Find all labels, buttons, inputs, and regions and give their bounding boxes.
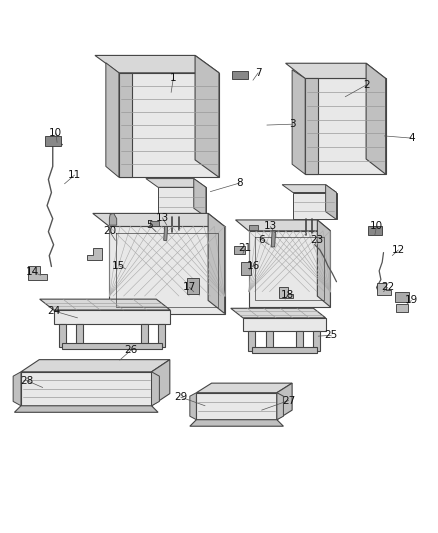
Polygon shape: [110, 213, 117, 225]
Polygon shape: [366, 63, 386, 174]
Polygon shape: [152, 360, 170, 406]
Polygon shape: [158, 325, 165, 347]
Polygon shape: [40, 299, 170, 310]
Text: 13: 13: [264, 221, 277, 231]
Polygon shape: [21, 360, 170, 372]
Polygon shape: [250, 225, 258, 230]
Text: 25: 25: [325, 330, 338, 340]
Text: 5: 5: [146, 220, 153, 230]
Polygon shape: [53, 310, 170, 325]
Text: 28: 28: [20, 376, 33, 385]
Polygon shape: [190, 393, 196, 419]
Text: 17: 17: [183, 282, 196, 293]
Polygon shape: [164, 227, 168, 240]
Polygon shape: [277, 383, 292, 419]
Text: 23: 23: [310, 235, 324, 245]
Polygon shape: [377, 283, 392, 295]
Text: 2: 2: [364, 79, 370, 90]
Polygon shape: [21, 372, 152, 406]
Polygon shape: [119, 73, 219, 177]
Polygon shape: [265, 331, 272, 351]
Polygon shape: [190, 419, 283, 426]
Polygon shape: [293, 192, 336, 220]
Polygon shape: [243, 318, 325, 331]
Polygon shape: [271, 231, 276, 247]
Polygon shape: [396, 304, 408, 312]
Polygon shape: [59, 325, 66, 347]
Text: 14: 14: [26, 266, 39, 277]
Polygon shape: [119, 73, 132, 177]
Polygon shape: [296, 331, 303, 351]
Polygon shape: [325, 184, 336, 220]
Polygon shape: [208, 213, 225, 313]
Polygon shape: [196, 393, 277, 419]
Text: 27: 27: [282, 395, 295, 406]
Text: 1: 1: [170, 74, 177, 84]
Text: 21: 21: [238, 243, 252, 253]
Text: 29: 29: [174, 392, 187, 402]
Text: 10: 10: [49, 128, 62, 138]
Text: 20: 20: [103, 226, 116, 236]
Text: 4: 4: [408, 133, 415, 143]
Polygon shape: [279, 287, 293, 298]
Polygon shape: [195, 55, 219, 177]
Polygon shape: [305, 78, 318, 174]
Text: 3: 3: [289, 119, 295, 129]
Polygon shape: [196, 383, 292, 393]
Polygon shape: [14, 406, 158, 413]
Polygon shape: [395, 292, 409, 302]
Polygon shape: [152, 372, 159, 406]
Text: 22: 22: [381, 282, 395, 293]
Polygon shape: [240, 262, 251, 275]
Polygon shape: [368, 227, 382, 235]
Polygon shape: [62, 343, 162, 349]
Text: 16: 16: [246, 261, 260, 271]
Polygon shape: [292, 70, 305, 174]
Polygon shape: [13, 372, 21, 406]
Polygon shape: [277, 393, 283, 419]
Polygon shape: [110, 227, 225, 313]
Text: 15: 15: [112, 261, 126, 271]
Text: 10: 10: [370, 221, 383, 231]
Polygon shape: [45, 136, 60, 146]
Polygon shape: [234, 246, 245, 254]
Polygon shape: [236, 220, 330, 231]
Polygon shape: [146, 179, 206, 187]
Polygon shape: [314, 331, 321, 351]
Polygon shape: [76, 325, 83, 347]
Polygon shape: [318, 220, 330, 307]
Polygon shape: [150, 221, 159, 227]
Polygon shape: [282, 184, 336, 192]
Text: 11: 11: [68, 170, 81, 180]
Polygon shape: [248, 331, 255, 351]
Polygon shape: [93, 213, 225, 227]
Text: 8: 8: [237, 178, 243, 188]
Polygon shape: [95, 55, 219, 73]
Polygon shape: [194, 179, 206, 217]
Polygon shape: [305, 78, 386, 174]
Text: 6: 6: [258, 235, 265, 245]
Polygon shape: [28, 265, 46, 280]
Text: 18: 18: [281, 290, 294, 300]
Text: 13: 13: [156, 213, 169, 223]
Polygon shape: [158, 187, 206, 217]
Polygon shape: [231, 308, 325, 318]
Polygon shape: [106, 63, 119, 177]
Text: 12: 12: [392, 245, 405, 255]
Polygon shape: [249, 231, 330, 307]
Polygon shape: [232, 71, 248, 79]
Text: 19: 19: [405, 295, 418, 305]
Polygon shape: [252, 347, 317, 353]
Polygon shape: [141, 325, 148, 347]
Text: 26: 26: [124, 345, 138, 355]
Polygon shape: [187, 278, 199, 294]
Polygon shape: [286, 63, 386, 78]
Text: 7: 7: [255, 68, 261, 78]
Polygon shape: [88, 248, 102, 260]
Text: 24: 24: [47, 306, 60, 316]
